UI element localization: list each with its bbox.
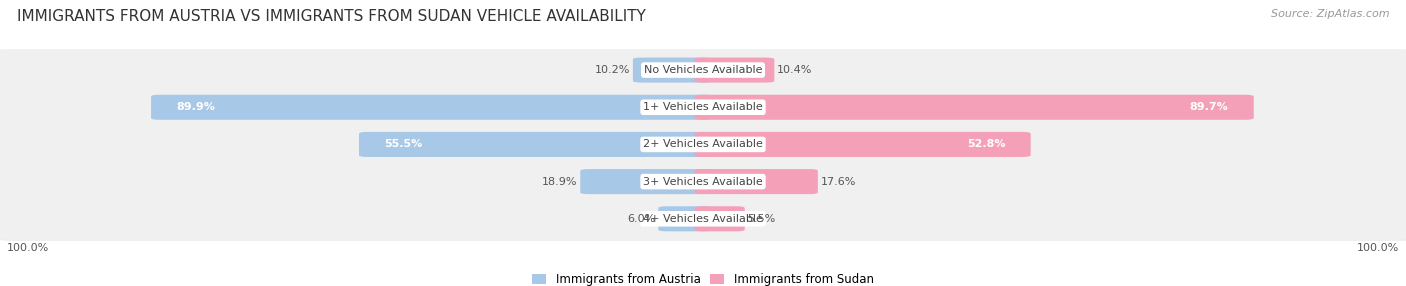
Text: 100.0%: 100.0% <box>1357 243 1399 253</box>
FancyBboxPatch shape <box>0 50 1406 92</box>
Legend: Immigrants from Austria, Immigrants from Sudan: Immigrants from Austria, Immigrants from… <box>533 273 873 286</box>
Text: 10.4%: 10.4% <box>778 65 813 75</box>
Text: 2+ Vehicles Available: 2+ Vehicles Available <box>643 140 763 149</box>
Text: 17.6%: 17.6% <box>821 177 856 186</box>
FancyBboxPatch shape <box>0 88 1406 129</box>
FancyBboxPatch shape <box>695 132 1031 157</box>
FancyBboxPatch shape <box>0 161 1406 202</box>
FancyBboxPatch shape <box>0 198 1406 240</box>
Text: 89.7%: 89.7% <box>1189 102 1229 112</box>
Text: 3+ Vehicles Available: 3+ Vehicles Available <box>643 177 763 186</box>
Text: No Vehicles Available: No Vehicles Available <box>644 65 762 75</box>
FancyBboxPatch shape <box>0 199 1406 241</box>
FancyBboxPatch shape <box>695 95 1254 120</box>
Text: 55.5%: 55.5% <box>384 140 423 149</box>
Text: 5.5%: 5.5% <box>748 214 776 224</box>
Text: 100.0%: 100.0% <box>7 243 49 253</box>
Text: 10.2%: 10.2% <box>595 65 630 75</box>
FancyBboxPatch shape <box>695 206 745 231</box>
FancyBboxPatch shape <box>695 57 775 83</box>
FancyBboxPatch shape <box>695 169 818 194</box>
FancyBboxPatch shape <box>150 95 711 120</box>
FancyBboxPatch shape <box>0 162 1406 204</box>
FancyBboxPatch shape <box>0 86 1406 128</box>
Text: 18.9%: 18.9% <box>541 177 578 186</box>
Text: 52.8%: 52.8% <box>967 140 1005 149</box>
Text: 89.9%: 89.9% <box>176 102 215 112</box>
FancyBboxPatch shape <box>658 206 711 231</box>
Text: 1+ Vehicles Available: 1+ Vehicles Available <box>643 102 763 112</box>
Text: 6.0%: 6.0% <box>627 214 655 224</box>
FancyBboxPatch shape <box>0 125 1406 166</box>
FancyBboxPatch shape <box>0 124 1406 165</box>
Text: Source: ZipAtlas.com: Source: ZipAtlas.com <box>1271 9 1389 19</box>
FancyBboxPatch shape <box>633 57 711 83</box>
FancyBboxPatch shape <box>0 49 1406 91</box>
Text: IMMIGRANTS FROM AUSTRIA VS IMMIGRANTS FROM SUDAN VEHICLE AVAILABILITY: IMMIGRANTS FROM AUSTRIA VS IMMIGRANTS FR… <box>17 9 645 23</box>
FancyBboxPatch shape <box>581 169 711 194</box>
Text: 4+ Vehicles Available: 4+ Vehicles Available <box>643 214 763 224</box>
FancyBboxPatch shape <box>359 132 711 157</box>
